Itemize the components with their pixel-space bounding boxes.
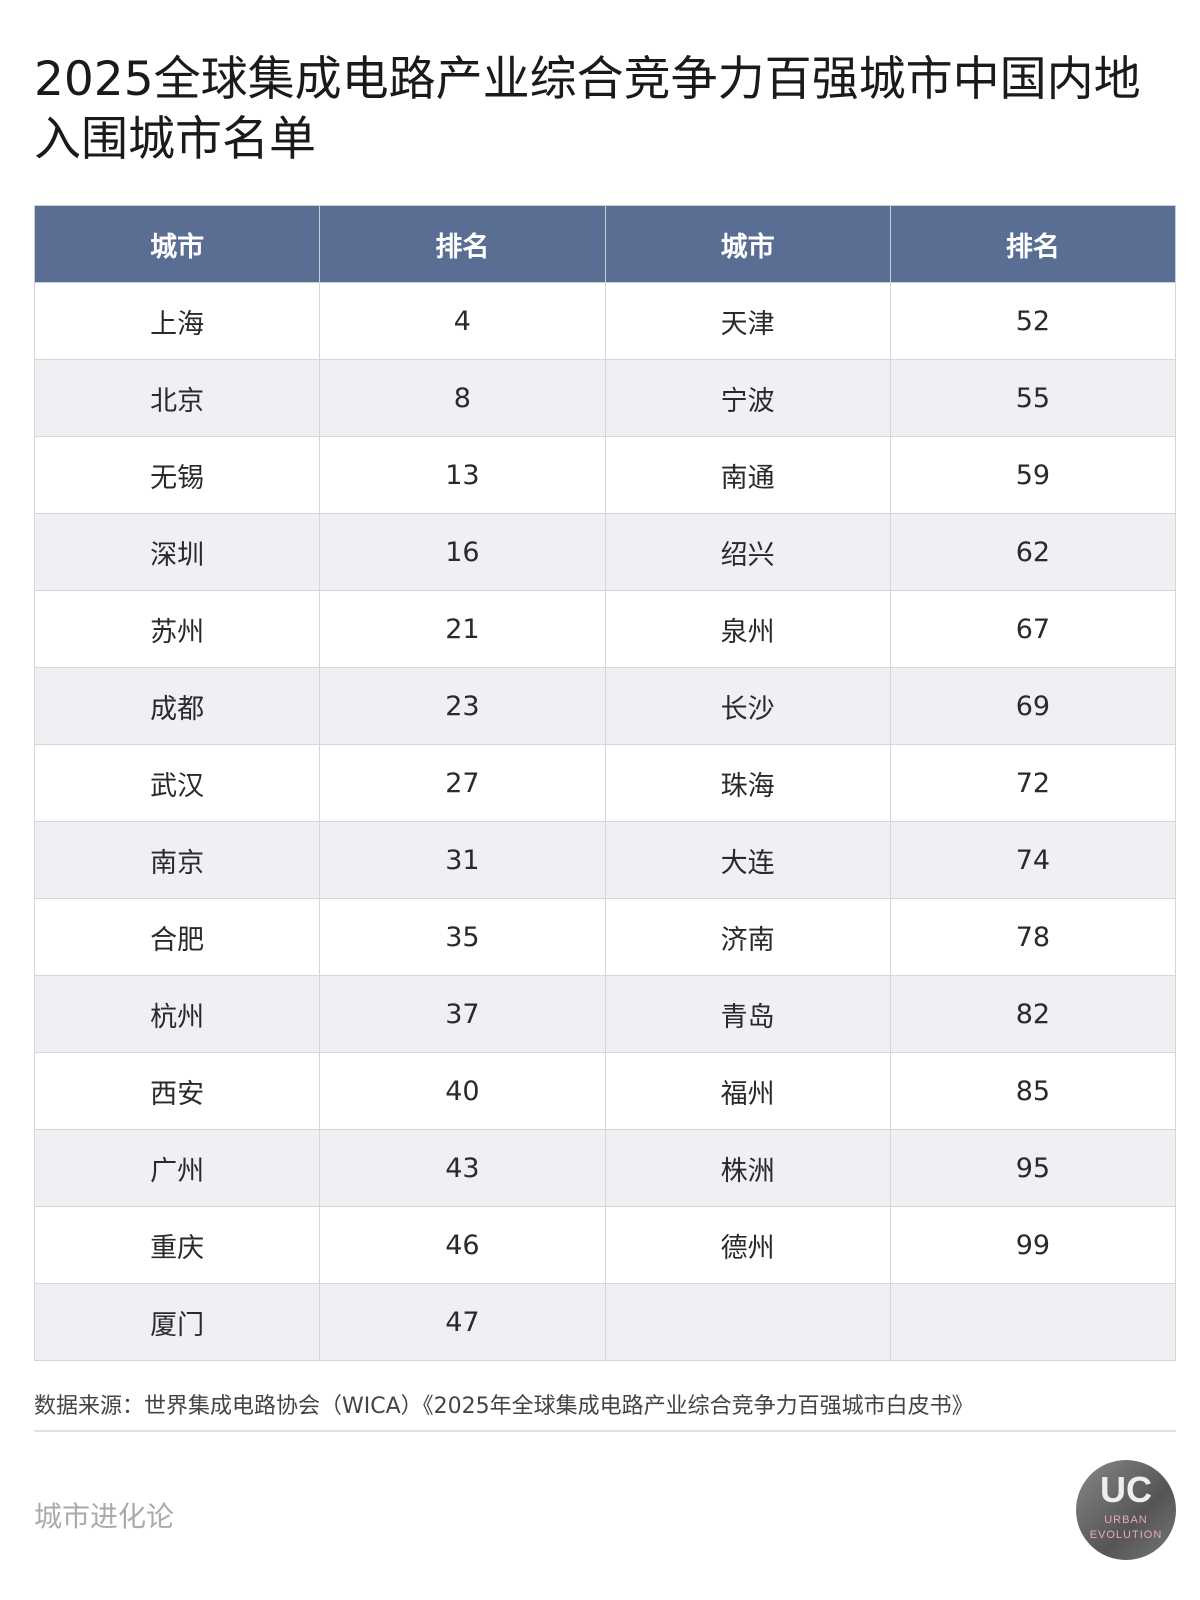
- rank-cell: 59: [889, 436, 1177, 514]
- rank-cell: 40: [319, 1052, 606, 1130]
- city-cell: 杭州: [33, 975, 321, 1053]
- header-rank-1: 排名: [319, 205, 606, 283]
- rank-cell: 16: [319, 513, 606, 591]
- rank-cell: 4: [319, 282, 606, 360]
- city-cell: 绍兴: [604, 513, 891, 591]
- city-cell: 上海: [33, 282, 321, 360]
- rank-cell: 47: [319, 1283, 606, 1361]
- table-row: 杭州 37 青岛 82: [33, 975, 1177, 1053]
- brand-name: 城市进化论: [34, 1500, 175, 1533]
- table-row: 北京 8 宁波 55: [33, 359, 1177, 437]
- rank-cell: 99: [889, 1206, 1177, 1284]
- city-cell: 重庆: [33, 1206, 321, 1284]
- city-cell: 福州: [604, 1052, 891, 1130]
- table-body: 上海 4 天津 52 北京 8 宁波 55 无锡 13 南通 59 深圳 16 绍兴 62 苏州 21 泉州 67 成都…: [33, 282, 1177, 1361]
- logo-text-1: URBAN: [1104, 1514, 1148, 1526]
- header-rank-2: 排名: [889, 205, 1177, 283]
- header-city-2: 城市: [604, 205, 891, 283]
- rank-cell: 69: [889, 667, 1177, 745]
- rank-cell: 13: [319, 436, 606, 514]
- rank-cell: 31: [319, 821, 606, 899]
- city-cell: 宁波: [604, 359, 891, 437]
- city-cell: 厦门: [33, 1283, 321, 1361]
- rank-cell: 8: [319, 359, 606, 437]
- ranking-table: 城市 排名 城市 排名 上海 4 天津 52 北京 8 宁波 55 无锡 13 南通 59 深圳 16 绍兴…: [33, 205, 1177, 1361]
- city-cell: 无锡: [33, 436, 321, 514]
- source-note: 数据来源：世界集成电路协会（WICA）《2025年全球集成电路产业综合竞争力百强…: [34, 1394, 974, 1419]
- rank-cell: 21: [319, 590, 606, 668]
- table-row: 成都 23 长沙 69: [33, 667, 1177, 745]
- city-cell: 南京: [33, 821, 321, 899]
- rank-cell: 37: [319, 975, 606, 1053]
- logo-text-2: EVOLUTION: [1089, 1529, 1163, 1541]
- table-row: 武汉 27 珠海 72: [33, 744, 1177, 822]
- city-cell: 大连: [604, 821, 891, 899]
- rank-cell: 43: [319, 1129, 606, 1207]
- table-row: 无锡 13 南通 59: [33, 436, 1177, 514]
- city-cell: 西安: [33, 1052, 321, 1130]
- table-row: 西安 40 福州 85: [33, 1052, 1177, 1130]
- rank-cell: 23: [319, 667, 606, 745]
- table-row: 深圳 16 绍兴 62: [33, 513, 1177, 591]
- rank-cell: 85: [889, 1052, 1177, 1130]
- table-row: 广州 43 株洲 95: [33, 1129, 1177, 1207]
- table-row: 重庆 46 德州 99: [33, 1206, 1177, 1284]
- brand-logo: UC URBAN EVOLUTION: [1076, 1460, 1176, 1560]
- table-row: 合肥 35 济南 78: [33, 898, 1177, 976]
- city-cell: 长沙: [604, 667, 891, 745]
- rank-cell: 72: [889, 744, 1177, 822]
- city-cell: 德州: [604, 1206, 891, 1284]
- rank-cell: 62: [889, 513, 1177, 591]
- city-cell: 天津: [604, 282, 891, 360]
- rank-cell: 35: [319, 898, 606, 976]
- city-cell: 济南: [604, 898, 891, 976]
- page-title: 2025全球集成电路产业综合竞争力百强城市中国内地入围城市名单: [34, 52, 1141, 167]
- city-cell: 深圳: [33, 513, 321, 591]
- rank-cell: 52: [889, 282, 1177, 360]
- city-cell: 珠海: [604, 744, 891, 822]
- city-cell: 武汉: [33, 744, 321, 822]
- rank-cell: 46: [319, 1206, 606, 1284]
- city-cell: 合肥: [33, 898, 321, 976]
- rank-cell: 78: [889, 898, 1177, 976]
- rank-cell: 95: [889, 1129, 1177, 1207]
- header-city-1: 城市: [33, 205, 321, 283]
- city-cell: 成都: [33, 667, 321, 745]
- divider: [34, 1430, 1176, 1432]
- table-row: 厦门 47: [33, 1283, 1177, 1361]
- rank-cell: [889, 1283, 1177, 1361]
- table-row: 南京 31 大连 74: [33, 821, 1177, 899]
- city-cell: 南通: [604, 436, 891, 514]
- city-cell: 株洲: [604, 1129, 891, 1207]
- rank-cell: 74: [889, 821, 1177, 899]
- table-header-row: 城市 排名 城市 排名: [33, 205, 1177, 283]
- city-cell: 青岛: [604, 975, 891, 1053]
- rank-cell: 82: [889, 975, 1177, 1053]
- city-cell: [604, 1283, 891, 1361]
- rank-cell: 55: [889, 359, 1177, 437]
- city-cell: 苏州: [33, 590, 321, 668]
- city-cell: 北京: [33, 359, 321, 437]
- rank-cell: 67: [889, 590, 1177, 668]
- rank-cell: 27: [319, 744, 606, 822]
- table-row: 上海 4 天津 52: [33, 282, 1177, 360]
- city-cell: 泉州: [604, 590, 891, 668]
- logo-mark: UC: [1100, 1469, 1152, 1510]
- table-row: 苏州 21 泉州 67: [33, 590, 1177, 668]
- city-cell: 广州: [33, 1129, 321, 1207]
